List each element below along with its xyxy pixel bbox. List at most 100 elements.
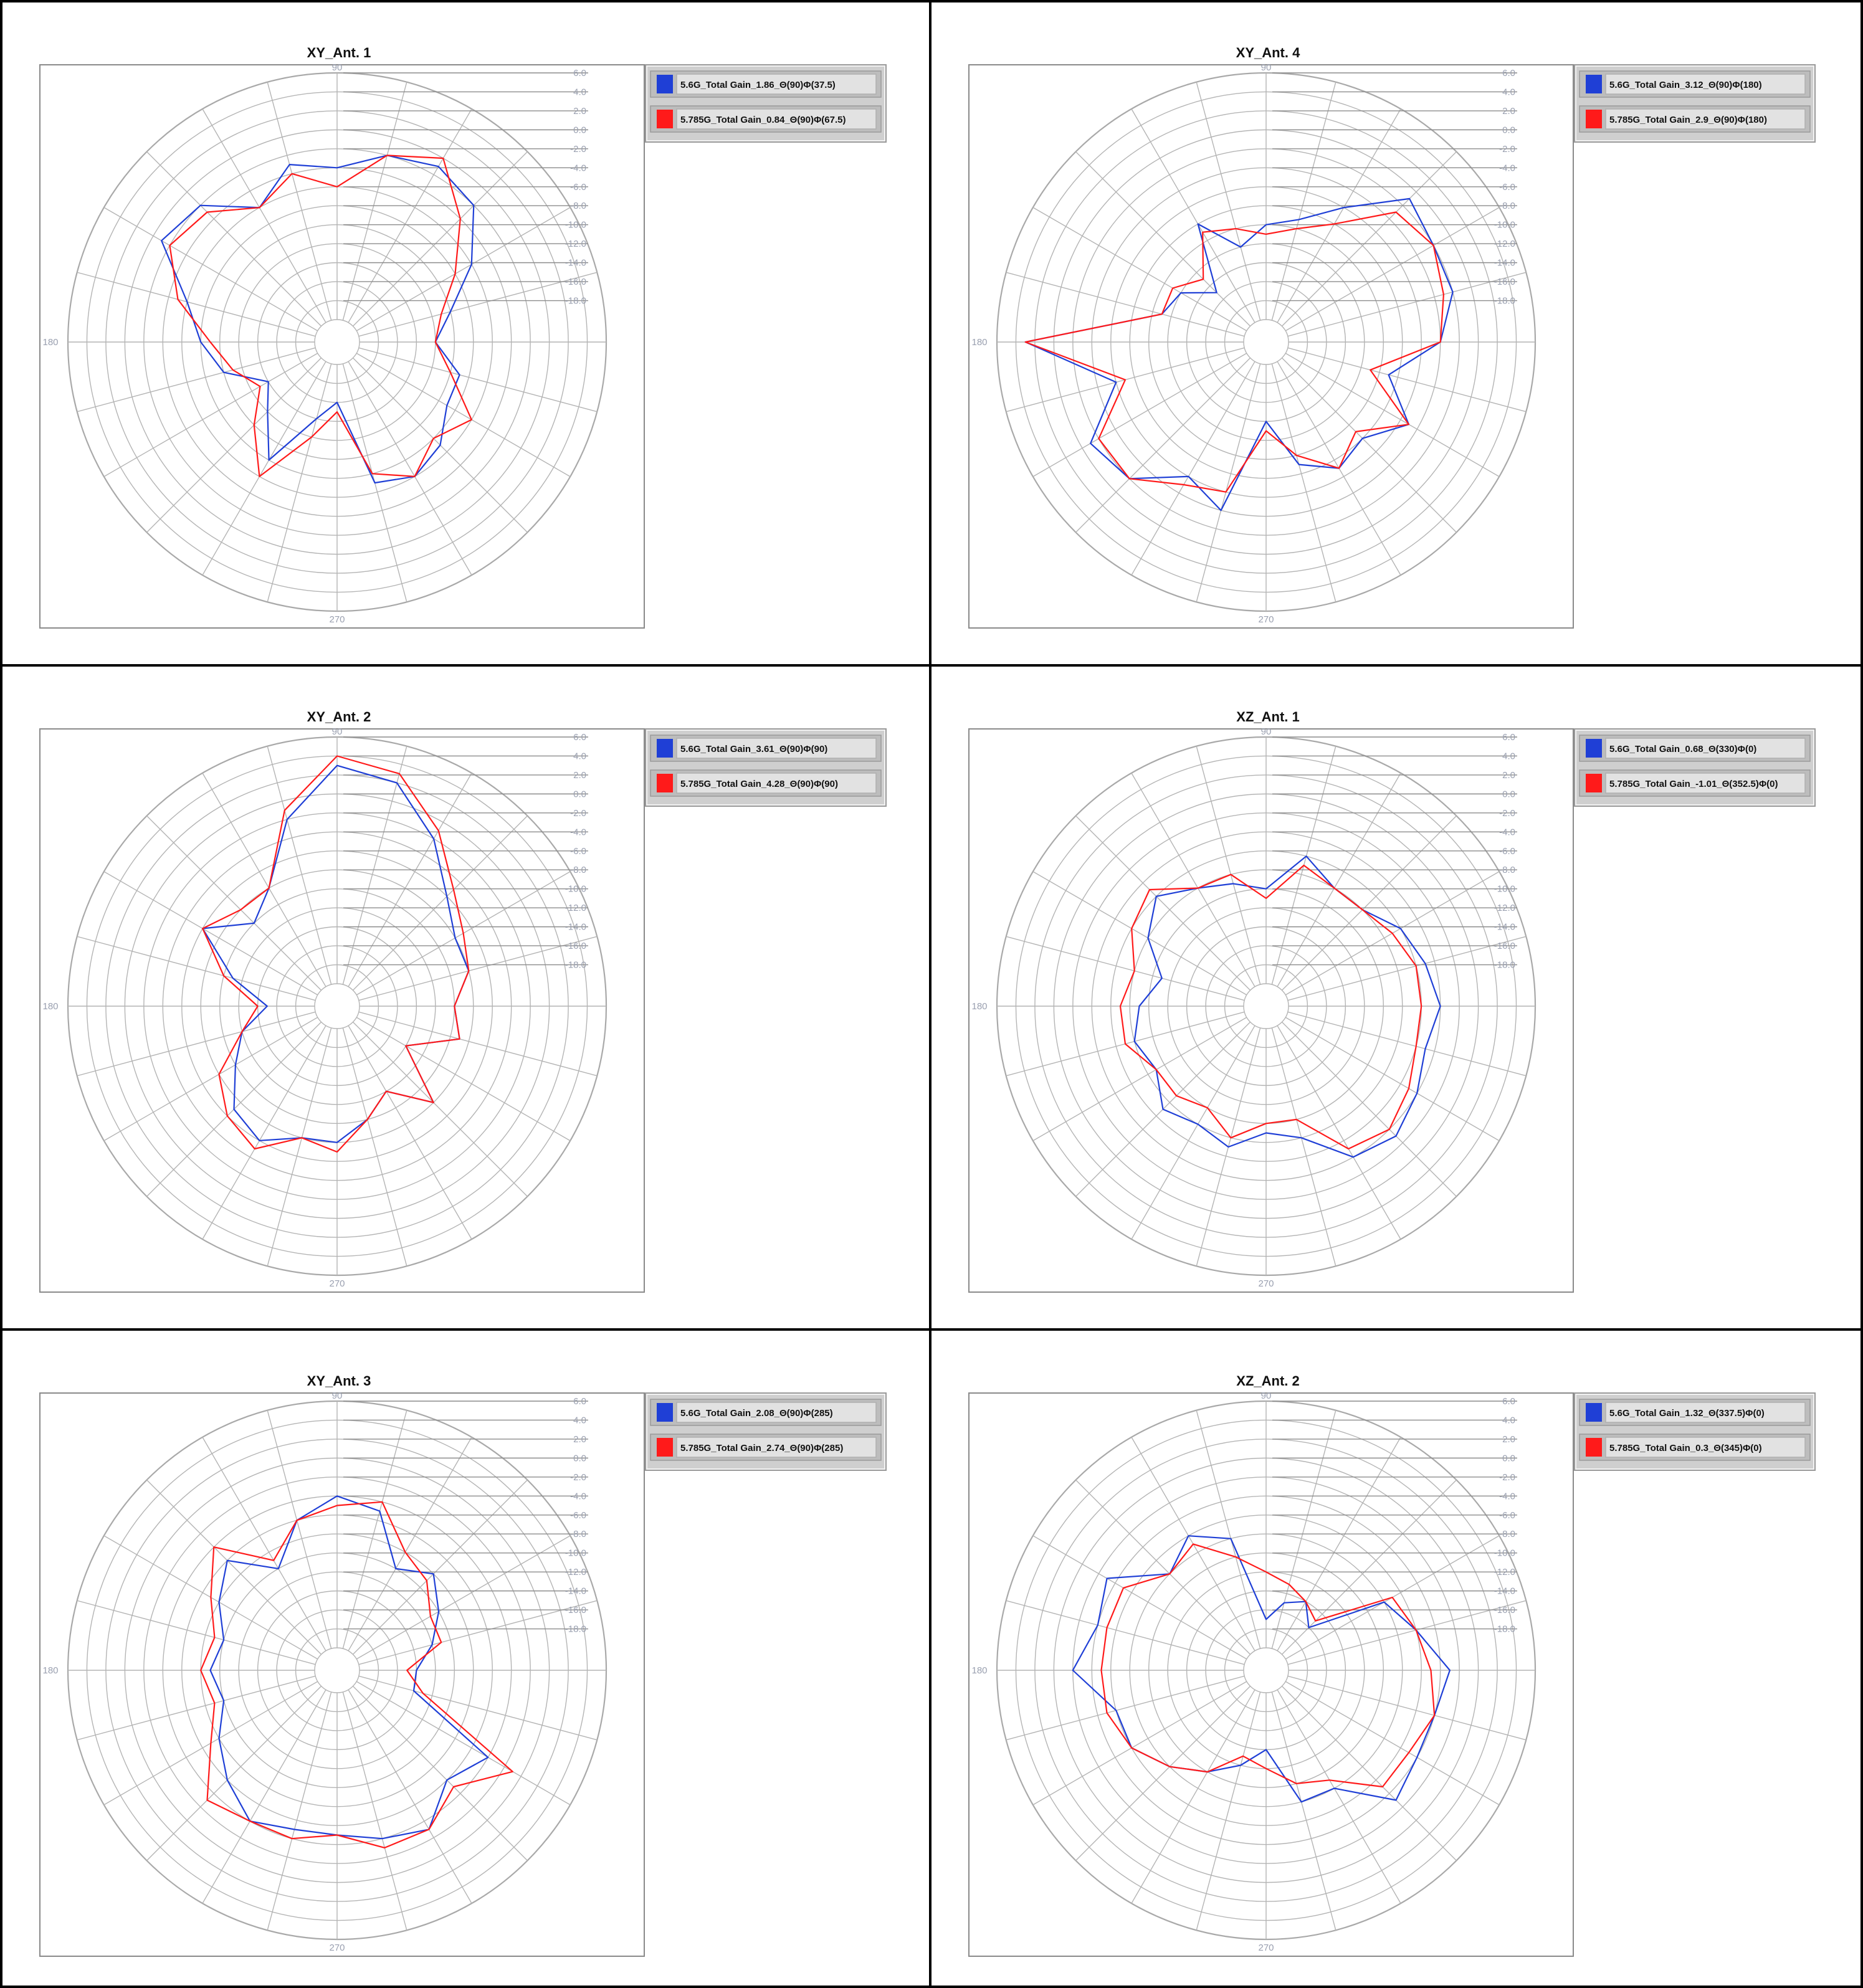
radial-tick-label: -18.0: [1494, 296, 1515, 307]
radial-tick-label: -4.0: [1499, 827, 1515, 837]
grid-spoke: [146, 1480, 322, 1655]
grid-spoke: [1281, 1021, 1457, 1197]
grid-spoke: [1281, 1480, 1457, 1655]
legend: 5.6G_Total Gain_2.08_Θ(90)Φ(285) 5.785G_T…: [645, 1392, 887, 1471]
grid-spoke: [202, 108, 326, 323]
radial-tick-label: -2.0: [1499, 144, 1515, 155]
radial-tick-label: 0.0: [1502, 789, 1515, 799]
radial-tick-label: 6.0: [573, 1396, 586, 1407]
grid-spoke: [1271, 1027, 1336, 1267]
grid-spoke: [342, 1691, 407, 1931]
chart-panel: XY_Ant. 3 6.0 4.0 2.0 0.0 -2.0 -4.0 -6.0 -8.0 -10…: [0, 1328, 932, 1988]
grid-spoke: [1032, 1017, 1247, 1141]
legend-label: 5.785G_Total Gain_0.84_Θ(90)Φ(67.5): [680, 115, 846, 125]
chart-panel: XZ_Ant. 2 6.0 4.0 2.0 0.0 -2.0 -4.0 -6.0 -8.0 -10…: [929, 1328, 1863, 1988]
grid-spoke: [348, 108, 472, 323]
legend-swatch: [657, 75, 673, 93]
grid-spoke: [1287, 1600, 1527, 1665]
grid-spoke: [1277, 108, 1401, 323]
grid-spoke: [356, 1681, 571, 1805]
grid-spoke: [1006, 272, 1245, 337]
radial-tick-label: -12.0: [1494, 903, 1515, 913]
grid-spoke: [358, 1675, 598, 1741]
grid-spoke: [1131, 1689, 1256, 1904]
grid-spoke: [342, 1410, 407, 1649]
radial-tick-label: -4.0: [1499, 163, 1515, 173]
grid-spoke: [348, 1689, 472, 1904]
radial-tick-label: -14.0: [565, 258, 586, 269]
grid-spoke: [1075, 1480, 1251, 1655]
grid-spoke: [1196, 1410, 1261, 1649]
angle-label: 90: [332, 62, 343, 73]
radial-tick-label: 2.0: [573, 1434, 586, 1445]
radial-tick-label: -10.0: [565, 1548, 586, 1559]
grid-spoke: [202, 361, 326, 576]
radial-tick-label: -6.0: [1499, 846, 1515, 857]
radial-tick-label: -14.0: [1494, 1586, 1515, 1597]
radial-tick-label: -10.0: [565, 884, 586, 895]
grid-spoke: [352, 1480, 528, 1655]
radial-tick-label: -14.0: [1494, 922, 1515, 933]
radial-tick-label: -8.0: [570, 865, 586, 875]
legend-label: 5.785G_Total Gain_2.74_Θ(90)Φ(285): [680, 1443, 843, 1453]
angle-label: 90: [1261, 726, 1272, 737]
legend-label: 5.785G_Total Gain_4.28_Θ(90)Φ(90): [680, 779, 838, 789]
chart-title: XY_Ant. 2: [307, 709, 371, 725]
series-line: [202, 755, 470, 1153]
polar-chart: XY_Ant. 4 6.0 4.0 2.0 0.0 -2.0 -4.0 -6.0 -8.0 -10…: [968, 45, 1816, 629]
legend-swatch: [1586, 75, 1602, 93]
radial-tick-label: -16.0: [565, 1605, 586, 1615]
grid-spoke: [1032, 871, 1247, 996]
radial-tick-label: -2.0: [1499, 808, 1515, 819]
radial-tick-label: -10.0: [1494, 884, 1515, 895]
grid-spoke: [1285, 353, 1500, 477]
radial-tick-label: -16.0: [1494, 941, 1515, 951]
series-line: [1100, 1543, 1436, 1788]
angle-label: 270: [1258, 1278, 1274, 1289]
grid-spoke: [103, 1017, 318, 1141]
grid-spoke: [358, 936, 598, 1001]
radial-tick-label: -2.0: [570, 1472, 586, 1483]
radial-tick-label: -12.0: [565, 903, 586, 913]
grid-spoke: [202, 1437, 326, 1652]
grid-spoke: [1287, 347, 1527, 412]
grid-spoke: [1032, 1681, 1247, 1805]
angle-label: 270: [1258, 1943, 1274, 1953]
radial-tick-label: -6.0: [570, 1510, 586, 1521]
chart-title: XZ_Ant. 2: [1236, 1373, 1299, 1389]
angle-label: 180: [42, 1665, 58, 1676]
grid-spoke: [342, 746, 407, 985]
grid-spoke: [1271, 363, 1336, 602]
radial-tick-label: -12.0: [1494, 239, 1515, 249]
radial-tick-label: -14.0: [1494, 258, 1515, 269]
series-line: [169, 155, 472, 477]
grid-spoke: [1196, 746, 1261, 985]
angle-label: 270: [329, 614, 345, 625]
legend-label: 5.785G_Total Gain_-1.01_Θ(352.5)Φ(0): [1609, 779, 1778, 789]
grid-spoke: [1075, 357, 1251, 533]
radial-tick-label: -16.0: [565, 941, 586, 951]
grid-spoke: [1006, 936, 1245, 1001]
legend: 5.6G_Total Gain_1.32_Θ(337.5)Φ(0) 5.785G_…: [1574, 1392, 1816, 1471]
radial-tick-label: -12.0: [1494, 1567, 1515, 1577]
radial-tick-label: 0.0: [1502, 125, 1515, 135]
grid-spoke: [1287, 1675, 1527, 1741]
angle-label: 180: [971, 1665, 987, 1676]
grid-spoke: [1277, 773, 1401, 987]
polar-chart: XY_Ant. 2 6.0 4.0 2.0 0.0 -2.0 -4.0 -6.0 -8.0 -10…: [39, 709, 887, 1293]
legend: 5.6G_Total Gain_0.68_Θ(330)Φ(0) 5.785G_To…: [1574, 728, 1816, 807]
grid-spoke: [1006, 1600, 1245, 1665]
grid-spoke: [1281, 151, 1457, 327]
grid-spoke: [1277, 1689, 1401, 1904]
legend-swatch: [1586, 739, 1602, 758]
radial-tick-label: 4.0: [573, 1415, 586, 1425]
series-line: [1024, 211, 1445, 493]
polar-chart: XZ_Ant. 2 6.0 4.0 2.0 0.0 -2.0 -4.0 -6.0 -8.0 -10…: [968, 1373, 1816, 1957]
grid-spoke: [348, 1025, 472, 1240]
radial-tick-label: -6.0: [570, 846, 586, 857]
grid-spoke: [77, 347, 316, 412]
radial-tick-label: -2.0: [570, 144, 586, 155]
radial-tick-label: -12.0: [565, 239, 586, 249]
radial-tick-label: 2.0: [1502, 770, 1515, 781]
